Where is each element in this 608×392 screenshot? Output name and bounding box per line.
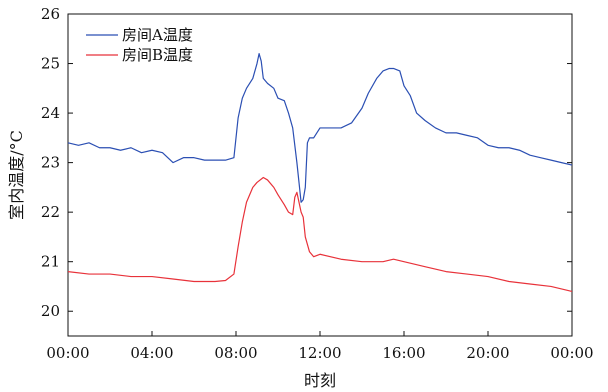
y-tick-label: 21 bbox=[41, 253, 60, 271]
series-line-room-b bbox=[67, 176, 573, 293]
y-axis-ticks: 20 21 22 23 24 25 26 bbox=[41, 5, 572, 320]
x-axis-title: 时刻 bbox=[304, 371, 336, 390]
y-tick-label: 20 bbox=[41, 302, 60, 320]
legend-label: 房间B温度 bbox=[122, 46, 193, 64]
y-axis-title: 室内温度/°C bbox=[7, 130, 26, 220]
y-tick-label: 23 bbox=[41, 154, 60, 172]
x-tick-label: 00:00 bbox=[46, 344, 89, 362]
x-tick-label: 04:00 bbox=[130, 344, 173, 362]
x-tick-label: 00:00 bbox=[550, 344, 593, 362]
x-tick-label: 20:00 bbox=[466, 344, 509, 362]
y-tick-label: 25 bbox=[41, 55, 60, 73]
x-tick-label: 08:00 bbox=[214, 344, 257, 362]
series-layer bbox=[67, 53, 573, 293]
x-axis-ticks: 00:00 04:00 08:00 12:00 16:00 20:00 00:00 bbox=[46, 331, 594, 362]
y-tick-label: 24 bbox=[41, 104, 60, 122]
x-tick-label: 16:00 bbox=[382, 344, 425, 362]
x-tick-label: 12:00 bbox=[298, 344, 341, 362]
legend-label: 房间A温度 bbox=[122, 26, 193, 44]
series-line-room-a bbox=[67, 53, 573, 203]
y-tick-label: 22 bbox=[41, 203, 60, 221]
y-tick-label: 26 bbox=[41, 5, 60, 23]
